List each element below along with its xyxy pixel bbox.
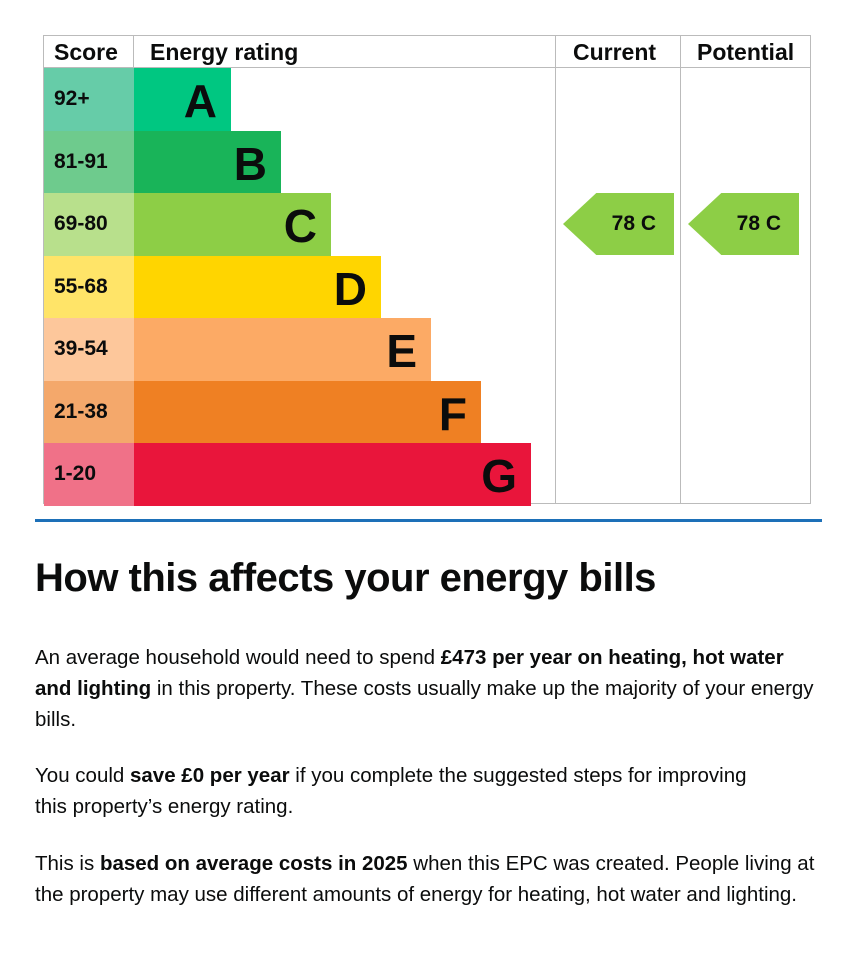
text: An average household would need to spend (35, 646, 441, 669)
rating-bar-e: E (134, 318, 431, 381)
energy-rating-header: Energy rating (150, 39, 299, 65)
rating-bar-g: G (134, 443, 531, 506)
rating-bar-f: F (134, 380, 481, 443)
potential-header: Potential (697, 39, 795, 65)
text: in this property. These costs usually ma… (35, 677, 814, 731)
score-range-d: 55-68 (44, 255, 134, 318)
score-range-g: 1-20 (44, 443, 134, 506)
score-header: Score (54, 39, 118, 65)
rating-bar-c: C (134, 193, 331, 256)
bold-text: based on average costs in 2025 (99, 852, 408, 875)
header-divider (44, 67, 810, 68)
energy-rating-chart: Score Energy rating Current Potential 92… (43, 35, 811, 506)
paragraph-costs-basis: This is based on average costs in 2025 w… (35, 848, 815, 910)
score-range-c: 69-80 (44, 193, 134, 256)
column-divider (555, 36, 556, 503)
potential-rating-arrow: 78 C (688, 193, 799, 255)
score-range-e: 39-54 (44, 318, 134, 381)
paragraph-savings: You could save £0 per year if you comple… (35, 760, 755, 822)
text: when this EPC was created. People living… (35, 852, 815, 906)
bold-text: save £0 per year (130, 764, 290, 787)
section-heading: How this affects your energy bills (35, 556, 656, 600)
paragraph-cost: An average household would need to spend… (35, 642, 815, 735)
rating-bar-d: D (134, 255, 381, 318)
current-rating-arrow: 78 C (563, 193, 674, 255)
score-range-f: 21-38 (44, 380, 134, 443)
bold-text: £473 per year on heating, hot water and … (35, 646, 784, 700)
rating-bar-b: B (134, 130, 281, 193)
score-range-a: 92+ (44, 68, 134, 131)
section-divider (35, 519, 822, 522)
text: This is (35, 852, 100, 875)
column-divider (680, 36, 681, 503)
text: You could (35, 764, 130, 787)
score-range-b: 81-91 (44, 130, 134, 193)
rating-bar-a: A (134, 68, 231, 131)
text: if you complete the suggested steps for … (35, 764, 747, 818)
current-header: Current (573, 39, 657, 65)
